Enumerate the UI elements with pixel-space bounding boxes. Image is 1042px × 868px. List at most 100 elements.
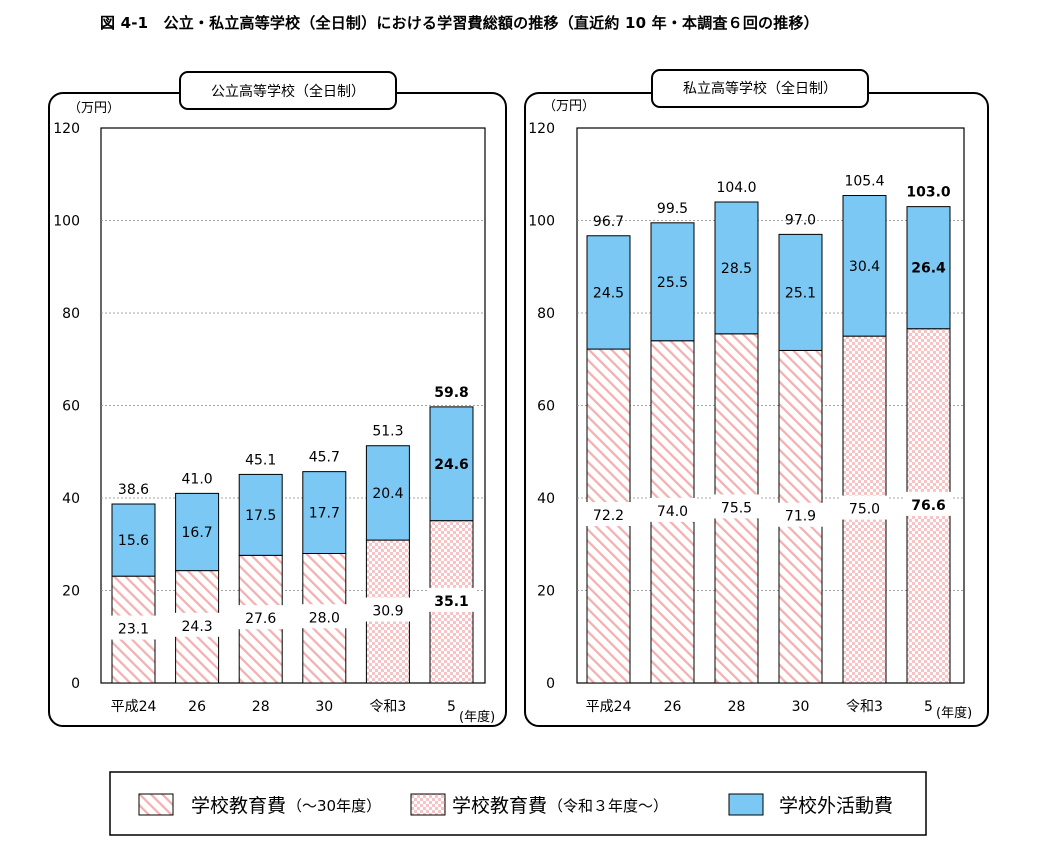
bar-outside-activities <box>906 206 951 330</box>
label-background <box>776 502 825 527</box>
value-label-school: 76.6 <box>911 498 946 514</box>
bar-outside-activities <box>175 492 220 572</box>
legend-swatch-outside <box>728 793 764 816</box>
total-label: 51.3 <box>372 424 403 440</box>
total-label: 105.4 <box>844 174 884 190</box>
label-background <box>363 597 412 622</box>
value-label-outside: 17.5 <box>245 508 276 524</box>
label-background <box>109 615 158 640</box>
bars: 72.2 24.5 96.7 74.0 25.5 99.5 75.5 28.5 104.0 71.… <box>584 174 953 684</box>
bar-outside-activities <box>714 201 759 335</box>
panel-title: 公立高等学校（全日制） <box>211 83 365 100</box>
total-label: 97.0 <box>785 212 816 228</box>
bar-outside-activities <box>238 473 283 556</box>
legend: 学校教育費 （〜30年度） 学校教育費 （令和３年度〜） 学校外活動費 <box>109 771 927 836</box>
label-background <box>712 494 761 519</box>
y-tick-label: 60 <box>537 399 555 415</box>
y-tick-label: 100 <box>528 214 555 230</box>
x-tick-label: 28 <box>252 699 270 715</box>
x-axis-ticks: 平成24 26 28 30 令和3 5 <box>111 699 456 715</box>
bar-outside-activities <box>586 235 631 350</box>
bar-outside-activities <box>778 233 823 351</box>
x-axis-ticks: 平成24 26 28 30 令和3 5 <box>586 699 933 715</box>
y-tick-label: 80 <box>62 306 80 322</box>
x-tick-label: 令和3 <box>369 699 406 715</box>
value-label-school: 23.1 <box>118 622 149 638</box>
value-label-school: 35.1 <box>434 594 469 610</box>
bar-outside-activities <box>365 445 410 541</box>
x-tick-label: 26 <box>188 699 206 715</box>
panel-title-box <box>179 71 397 110</box>
y-tick-label: 0 <box>546 676 555 692</box>
panel-title-box <box>651 69 869 108</box>
value-label-outside: 25.5 <box>657 275 688 291</box>
bar-outside-activities <box>650 222 695 342</box>
total-label: 45.1 <box>245 452 276 468</box>
figure-title: 図 4-1 公立・私立高等学校（全日制）における学習費総額の推移（直近約 10 … <box>100 14 819 32</box>
value-label-school: 24.3 <box>182 619 213 635</box>
y-tick-label: 20 <box>62 584 80 600</box>
value-label-outside: 20.4 <box>372 486 403 502</box>
legend-label-school-new: 学校教育費 <box>452 795 547 817</box>
value-label-outside: 26.4 <box>911 261 946 277</box>
label-background <box>648 497 697 522</box>
value-label-school: 75.5 <box>721 500 752 516</box>
x-tick-label: 平成24 <box>586 699 632 715</box>
x-tick-label: 令和3 <box>846 699 883 715</box>
value-label-school: 72.2 <box>593 508 624 524</box>
y-tick-label: 40 <box>537 491 555 507</box>
grid-lines <box>577 220 964 591</box>
panel-title: 私立高等学校（全日制） <box>683 80 837 97</box>
y-tick-label: 40 <box>62 491 80 507</box>
label-background <box>236 605 285 630</box>
y-tick-label: 120 <box>53 121 80 137</box>
x-unit-label: (年度) <box>936 705 972 721</box>
value-label-outside: 15.6 <box>118 533 149 549</box>
value-label-school: 28.0 <box>309 610 340 626</box>
total-label: 99.5 <box>657 201 688 217</box>
y-tick-label: 100 <box>53 214 80 230</box>
value-label-outside: 16.7 <box>182 525 213 541</box>
x-tick-label: 30 <box>792 699 810 715</box>
label-background <box>173 612 222 637</box>
value-label-school: 75.0 <box>849 502 880 518</box>
label-background <box>427 587 476 612</box>
panel-private: 私立高等学校（全日制） （万円） 0 20 40 60 80 100 120 72.2 24.… <box>524 69 989 727</box>
x-tick-label: 5 <box>447 699 456 715</box>
x-tick-label: 30 <box>315 699 333 715</box>
total-label: 38.6 <box>118 482 149 498</box>
value-label-school: 74.0 <box>657 504 688 520</box>
x-tick-label: 平成24 <box>111 699 157 715</box>
total-label: 59.8 <box>434 385 469 401</box>
label-background <box>840 495 889 520</box>
legend-label-school-old: 学校教育費 <box>191 795 286 817</box>
legend-label-outside: 学校外活動費 <box>779 795 893 817</box>
bar-outside-activities <box>842 195 887 337</box>
total-label: 96.7 <box>593 214 624 230</box>
legend-suffix-school-old: （〜30年度） <box>287 797 381 815</box>
total-label: 104.0 <box>716 180 756 196</box>
total-label: 45.7 <box>309 450 340 466</box>
x-tick-label: 26 <box>664 699 682 715</box>
legend-frame <box>109 771 927 836</box>
y-tick-label: 80 <box>537 306 555 322</box>
value-label-school: 27.6 <box>245 611 276 627</box>
y-tick-label: 120 <box>528 121 555 137</box>
legend-swatch-hatch <box>138 793 174 816</box>
y-tick-label: 20 <box>537 584 555 600</box>
bars: 23.1 15.6 38.6 24.3 16.7 41.0 27.6 17.5 45.1 28.0… <box>109 385 476 684</box>
bar-outside-activities <box>429 406 474 522</box>
bar-outside-activities <box>111 503 156 577</box>
y-unit-label: （万円） <box>68 101 120 116</box>
legend-suffix-school-new: （令和３年度〜） <box>548 797 668 815</box>
x-tick-label: 28 <box>728 699 746 715</box>
value-label-school: 30.9 <box>372 604 403 620</box>
label-background <box>300 604 349 629</box>
value-label-outside: 24.5 <box>593 285 624 301</box>
y-axis-ticks: 0 20 40 60 80 100 120 <box>528 121 555 692</box>
total-label: 41.0 <box>182 471 213 487</box>
value-label-outside: 25.1 <box>785 285 816 301</box>
total-label: 103.0 <box>906 185 951 201</box>
value-label-school: 71.9 <box>785 509 816 525</box>
